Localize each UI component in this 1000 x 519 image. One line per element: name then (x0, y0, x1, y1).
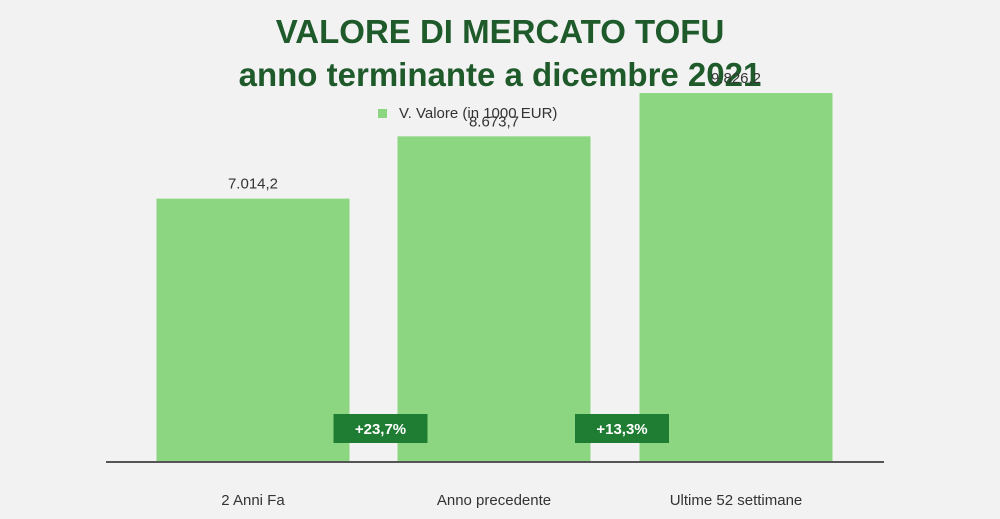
bar (397, 136, 591, 462)
bar-value-label: 8.673,7 (469, 113, 519, 130)
growth-badge-label: +13,3% (596, 421, 647, 438)
bar (639, 93, 833, 462)
legend: V. Valore (in 1000 EUR) (378, 103, 557, 123)
bar-value-label: 9.826,2 (711, 70, 761, 87)
growth-badge-label: +23,7% (355, 421, 406, 438)
growth-badge (333, 414, 428, 443)
growth-badge (575, 414, 669, 443)
chart-title: VALORE DI MERCATO TOFU (275, 13, 725, 50)
legend-swatch (378, 108, 387, 118)
chart-subtitle: anno terminante a dicembre 2021 (238, 56, 762, 93)
x-tick-label: Ultime 52 settimane (670, 492, 803, 509)
x-tick-label: 2 Anni Fa (221, 492, 285, 509)
bar-value-label: 7.014,2 (228, 176, 278, 193)
x-tick-label: Anno precedente (437, 492, 551, 509)
bar (156, 198, 350, 462)
legend-label: V. Valore (in 1000 EUR) (399, 104, 558, 122)
